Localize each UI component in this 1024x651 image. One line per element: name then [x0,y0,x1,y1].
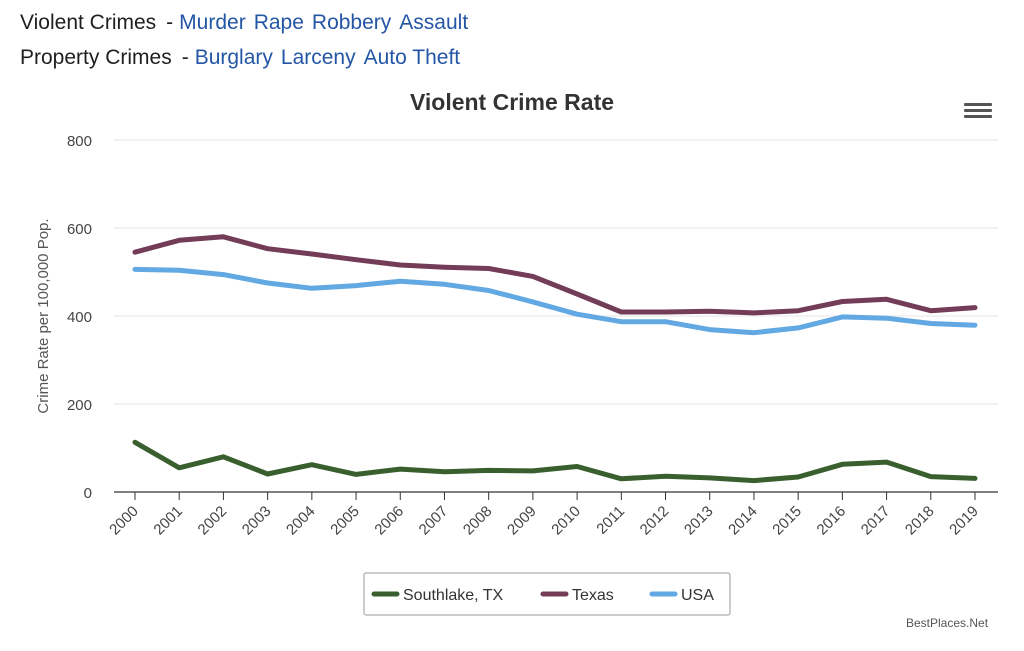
x-tick-label: 2012 [637,503,673,539]
x-tick-label: 2003 [239,503,275,539]
murder-link[interactable]: Murder [179,11,246,34]
x-tick-label: 2004 [283,503,319,539]
property-crimes-label: Property Crimes [20,46,172,69]
x-tick-label: 2017 [858,503,894,539]
robbery-link[interactable]: Robbery [311,11,392,34]
y-tick-label: 800 [67,133,92,150]
x-tick-label: 2006 [371,503,407,539]
x-tick-label: 2018 [902,503,938,539]
y-tick-label: 0 [84,485,92,502]
series-line-southlake-tx [132,439,978,484]
nav-separator: - [166,11,174,34]
x-tick-label: 2019 [946,503,982,539]
x-tick-label: 2007 [416,503,452,539]
y-axis-label: Crime Rate per 100,000 Pop. [35,218,52,413]
violent-crimes-label: Violent Crimes [20,11,157,34]
series-line-usa [132,266,978,336]
x-tick-label: 2001 [150,503,186,539]
rape-link[interactable]: Rape [253,11,304,34]
x-tick-label: 2014 [725,503,761,539]
legend-label: Southlake, TX [403,587,504,604]
violent-crimes-nav: Violent Crimes - Murder Rape Robbery Assault [20,11,476,35]
nav-separator: - [181,46,189,69]
property-crimes-nav: Property Crimes - Burglary Larceny Auto Thef… [20,46,468,70]
x-tick-label: 2010 [548,503,584,539]
chart-title: Violent Crime Rate [410,89,614,115]
x-tick-label: 2002 [195,503,231,539]
x-tick-label: 2000 [106,503,142,539]
x-tick-label: 2009 [504,503,540,539]
legend-label: USA [681,587,714,604]
auto-theft-link[interactable]: Auto Theft [363,46,461,69]
burglary-link[interactable]: Burglary [194,46,273,69]
x-tick-label: 2005 [327,503,363,539]
x-tick-label: 2008 [460,503,496,539]
x-tick-label: 2011 [593,503,628,538]
x-tick-label: 2013 [681,503,717,539]
hamburger-menu-icon[interactable] [964,100,992,122]
assault-link[interactable]: Assault [399,11,469,34]
x-tick-label: 2015 [769,503,805,539]
series-line-texas [132,234,978,316]
y-tick-label: 600 [67,221,92,238]
watermark: BestPlaces.Net [906,616,989,630]
y-tick-label: 200 [67,397,92,414]
x-tick-label: 2016 [814,503,850,539]
legend-label: Texas [572,587,614,604]
larceny-link[interactable]: Larceny [280,46,356,69]
y-tick-label: 400 [67,309,92,326]
